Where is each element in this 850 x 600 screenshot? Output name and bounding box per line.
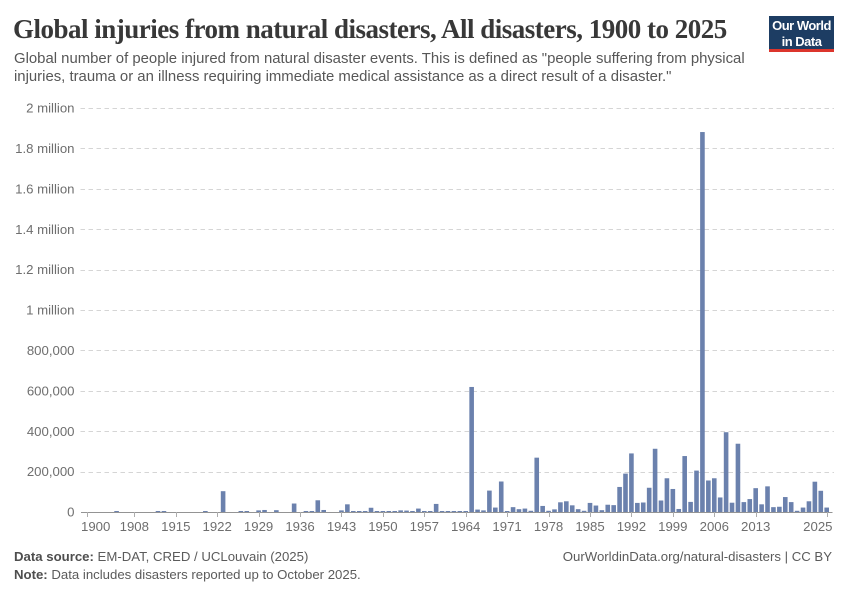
svg-text:1908: 1908: [120, 519, 149, 534]
svg-text:200,000: 200,000: [27, 464, 75, 479]
svg-text:2 million: 2 million: [26, 101, 74, 116]
svg-text:1957: 1957: [410, 519, 439, 534]
svg-text:2025: 2025: [803, 519, 832, 534]
svg-text:1.4 million: 1.4 million: [15, 222, 74, 237]
svg-text:1943: 1943: [327, 519, 356, 534]
svg-text:800,000: 800,000: [27, 343, 75, 358]
svg-text:400,000: 400,000: [27, 424, 75, 439]
svg-text:1992: 1992: [617, 519, 646, 534]
svg-text:1.6 million: 1.6 million: [15, 181, 74, 196]
svg-text:1.2 million: 1.2 million: [15, 262, 74, 277]
svg-text:0: 0: [67, 505, 74, 520]
svg-text:1936: 1936: [285, 519, 314, 534]
svg-text:1922: 1922: [203, 519, 232, 534]
svg-text:600,000: 600,000: [27, 383, 75, 398]
svg-text:2006: 2006: [700, 519, 729, 534]
svg-text:1900: 1900: [81, 519, 110, 534]
svg-text:1.8 million: 1.8 million: [15, 141, 74, 156]
svg-text:1971: 1971: [492, 519, 521, 534]
svg-text:1999: 1999: [658, 519, 687, 534]
svg-text:1964: 1964: [451, 519, 480, 534]
svg-text:1929: 1929: [244, 519, 273, 534]
svg-text:2013: 2013: [741, 519, 770, 534]
svg-text:1950: 1950: [368, 519, 397, 534]
svg-text:1915: 1915: [161, 519, 190, 534]
svg-text:1978: 1978: [534, 519, 563, 534]
svg-text:1 million: 1 million: [26, 303, 74, 318]
svg-text:1985: 1985: [575, 519, 604, 534]
